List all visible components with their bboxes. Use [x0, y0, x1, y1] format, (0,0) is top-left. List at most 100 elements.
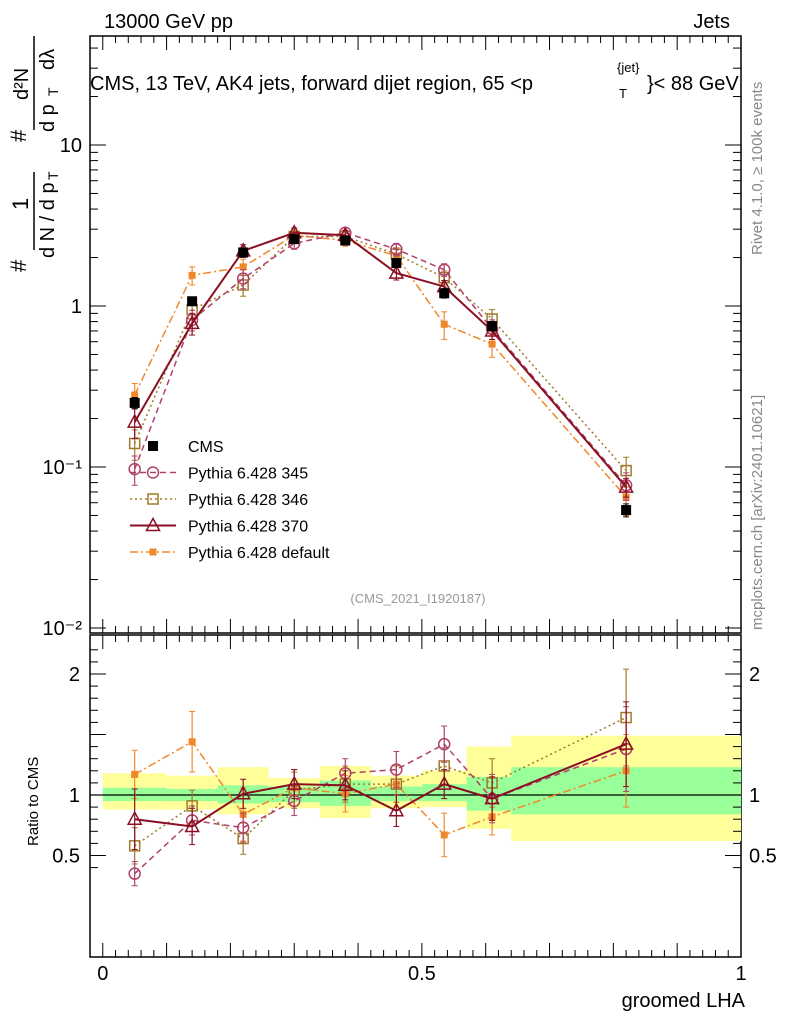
main-ylabel-lambda: dλ	[37, 49, 59, 70]
legend-entry-cms: CMS	[148, 439, 224, 456]
main-point-pdef	[188, 271, 196, 279]
legend-label-p345: Pythia 6.428 345	[188, 466, 308, 483]
legend-entry-p346: Pythia 6.428 346	[130, 492, 308, 509]
ratio-series-p370	[126, 701, 634, 850]
ratio-ytick-label-left: 1	[69, 785, 80, 807]
ratio-xlabel: groomed LHA	[622, 990, 746, 1012]
main-point-p370	[618, 478, 634, 493]
main-point-cms	[391, 257, 402, 268]
main-line-pdef	[134, 234, 627, 498]
main-axis-ticks: 10⁻² 10⁻¹ 1 10	[43, 36, 742, 640]
main-point-cms	[621, 505, 632, 516]
ratio-point-pdef	[440, 831, 448, 839]
ratio-point-p345	[437, 737, 451, 751]
main-point-cms	[238, 247, 249, 258]
ratio-point-p370	[618, 735, 634, 750]
ratio-line-p346	[134, 716, 627, 847]
main-point-cms	[340, 235, 351, 246]
ratio-point-p370	[436, 775, 452, 790]
chart-title-prefix: CMS, 13 TeV, AK4 jets, forward dijet reg…	[90, 73, 533, 95]
mcplots-reference: mcplots.cern.ch [arXiv:2401.10621]	[749, 395, 766, 630]
main-ytick-label: 10	[60, 135, 82, 157]
ratio-xtick-label: 0.5	[408, 963, 436, 985]
main-ytick-label: 10⁻¹	[43, 457, 83, 479]
legend-label-p370: Pythia 6.428 370	[188, 519, 308, 536]
main-point-pdef	[440, 320, 448, 328]
chart-title-sup: {jet}	[617, 60, 640, 75]
main-series-p345	[128, 226, 633, 501]
main-point-pdef	[239, 263, 247, 271]
ratio-ytick-label-right: 2	[749, 664, 760, 686]
legend-entry-p345: Pythia 6.428 345	[130, 466, 308, 483]
ratio-point-p370	[184, 817, 200, 833]
ratio-point-p370	[388, 802, 405, 817]
legend-entry-p370: Pythia 6.428 370	[130, 516, 308, 536]
legend-entry-pdef: Pythia 6.428 default	[130, 545, 330, 562]
header-energy: 13000 GeV pp	[104, 11, 233, 33]
main-point-p345	[390, 243, 403, 256]
main-series-p370	[126, 224, 634, 498]
main-point-p370	[126, 413, 143, 428]
legend-marker-p346	[147, 493, 159, 505]
chart-title-suffix: }< 88 GeV	[647, 73, 739, 95]
chart-title-sub: T	[619, 86, 627, 101]
ratio-point-p370	[126, 810, 143, 825]
ratio-point-p370	[235, 785, 251, 800]
main-ylabel: # 1 d N / d p T # d²N d p T dλ	[6, 36, 61, 272]
main-ytick-label: 1	[71, 296, 82, 318]
main-ylabel-numerator-1: 1	[8, 198, 33, 210]
main-point-p345	[128, 462, 141, 476]
ratio-uncertainty-bands	[102, 735, 741, 841]
main-ylabel-T-1: T	[45, 171, 61, 180]
analysis-watermark: (CMS_2021_I1920187)	[350, 591, 485, 606]
ratio-point-p345	[236, 821, 250, 834]
legend-label-cms: CMS	[188, 439, 224, 456]
main-point-p370	[184, 314, 200, 330]
ratio-point-p370	[484, 790, 500, 805]
ratio-point-pdef	[131, 770, 139, 778]
chart-title: CMS, 13 TeV, AK4 jets, forward dijet reg…	[90, 60, 739, 101]
ratio-ylabel: Ratio to CMS	[25, 757, 42, 846]
main-plot-frame	[89, 35, 742, 634]
legend-marker-pdef	[149, 548, 157, 556]
main-series-layer	[126, 224, 634, 518]
main-series-cms	[129, 234, 632, 518]
legend-marker-cms	[148, 441, 158, 451]
main-ylabel-numerator-2: d²N	[11, 68, 33, 100]
main-point-p345	[437, 263, 451, 276]
main-ylabel-T-2: T	[45, 87, 61, 96]
main-point-p370	[388, 264, 405, 279]
legend-label-p346: Pythia 6.428 346	[188, 492, 308, 509]
ratio-ytick-label-left: 0.5	[52, 846, 80, 868]
main-line-p346	[133, 235, 627, 472]
main-point-cms	[289, 234, 300, 245]
ratio-point-p370	[286, 775, 302, 790]
main-point-p345	[236, 272, 250, 285]
ratio-ytick-label-right: 1	[749, 785, 760, 807]
main-ylabel-denominator-2: d p	[37, 104, 59, 132]
main-point-cms	[487, 321, 498, 332]
main-point-pdef	[131, 391, 139, 399]
legend-label-pdef: Pythia 6.428 default	[188, 545, 330, 562]
header-jets: Jets	[693, 11, 730, 33]
main-point-cms	[187, 296, 198, 307]
main-ylabel-denominator-1: d N / d p	[37, 182, 59, 258]
ratio-xtick-label: 1	[735, 963, 746, 985]
legend-marker-p370	[145, 516, 161, 532]
legend-marker-p345	[146, 466, 160, 479]
ratio-point-p345	[390, 763, 403, 776]
main-point-cms	[439, 288, 450, 299]
ratio-point-pdef	[188, 738, 196, 746]
main-point-cms	[129, 397, 140, 408]
ratio-series-layer	[126, 668, 634, 887]
ratio-xtick-label: 0	[97, 963, 108, 985]
ratio-axis-ticks: 0.5 0.5 1 1 2 2 0 0.5 1	[52, 635, 777, 985]
main-line-p345	[133, 231, 627, 486]
main-ytick-label: 10⁻²	[43, 618, 83, 640]
ratio-point-p370	[337, 776, 354, 792]
rivet-version: Rivet 4.1.0, ≥ 100k events	[749, 82, 766, 255]
ratio-ytick-label-left: 2	[69, 664, 80, 686]
main-ylabel-hash-1: #	[6, 259, 31, 272]
ratio-ytick-label-right: 0.5	[749, 846, 777, 868]
